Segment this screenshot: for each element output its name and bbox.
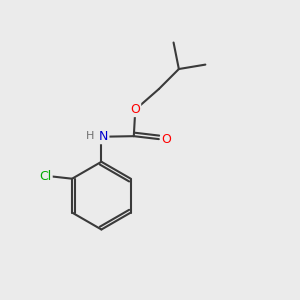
Text: N: N [99,130,109,143]
Text: O: O [130,103,140,116]
Text: Cl: Cl [40,170,52,183]
Text: H: H [86,131,94,141]
Text: O: O [161,133,171,146]
